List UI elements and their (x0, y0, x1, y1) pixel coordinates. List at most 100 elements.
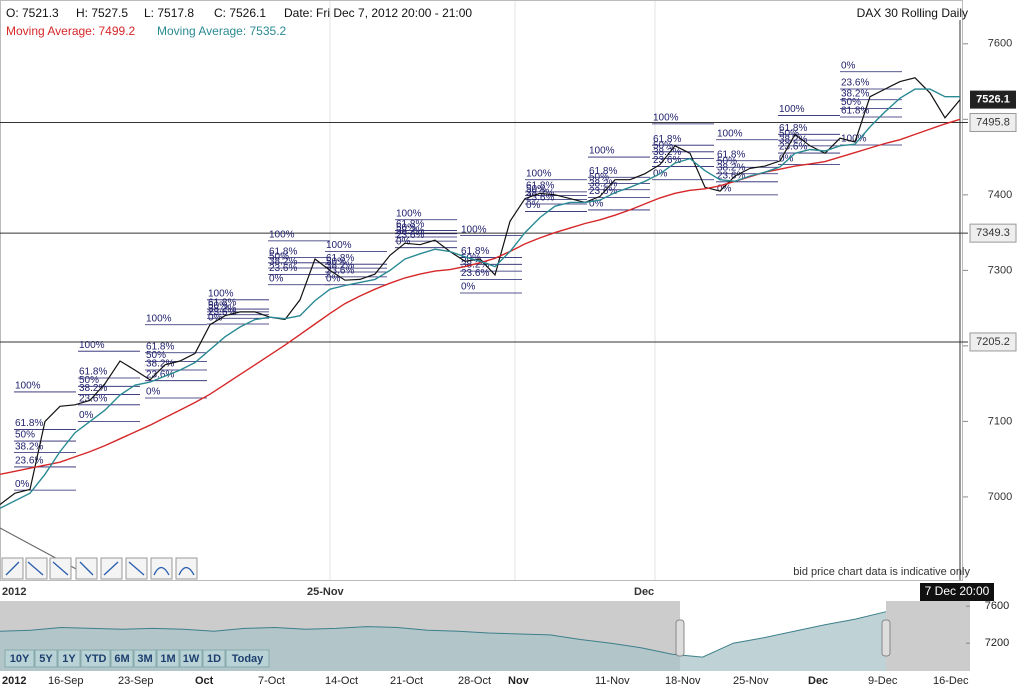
range-button-label[interactable]: 3M (137, 653, 152, 665)
range-button-label[interactable]: Today (232, 653, 264, 665)
level-label: 7205.2 (976, 336, 1010, 348)
price-line (0, 77, 961, 505)
range-button[interactable] (110, 649, 134, 668)
fib-label: 61.8% (269, 246, 297, 257)
fib-label: 23.6% (79, 393, 107, 404)
range-button-label[interactable]: 10Y (10, 653, 30, 665)
date: Date: Fri Dec 7, 2012 20:00 - 21:00 (284, 6, 472, 20)
fib-label: 50% (269, 251, 289, 262)
navigator-x-label: 25-Nov (733, 675, 769, 687)
tool-button[interactable] (25, 557, 48, 580)
range-button[interactable] (80, 649, 111, 668)
y-tick-label: 7000 (988, 491, 1012, 503)
range-button-label[interactable]: 1Y (62, 653, 76, 665)
fib-label: 100% (653, 112, 679, 123)
level-tag (969, 223, 1017, 243)
fib-label: 50% (79, 375, 99, 386)
range-button[interactable] (34, 649, 58, 668)
cursor-time-tag (920, 583, 994, 601)
navigator-y-label: 7200 (985, 637, 1009, 649)
fib-label: 23.6% (779, 142, 807, 153)
x-tick-label: 25-Nov (307, 586, 345, 598)
navigator-handle[interactable] (881, 619, 891, 657)
fib-label: 50% (396, 222, 416, 233)
range-button[interactable] (179, 649, 203, 668)
legend-ma-slow: Moving Average: 7499.2 (6, 24, 136, 38)
fib-label: 100% (461, 224, 487, 235)
moving-average-line (0, 88, 960, 509)
fib-label: 61.8% (717, 149, 745, 160)
fib-label: 23.6% (269, 263, 297, 274)
fib-label: 50% (15, 430, 35, 441)
fib-label: 61.8% (461, 246, 489, 257)
navigator-x-label: 21-Oct (390, 675, 423, 687)
fib-label: 23.6% (461, 268, 489, 279)
fib-label: 38.2% (79, 383, 107, 394)
fib-label: 23.6% (208, 307, 236, 318)
fib-label: 100% (79, 340, 105, 351)
fib-label: 61.8% (79, 367, 107, 378)
plot-area (0, 0, 963, 581)
range-button[interactable] (202, 649, 226, 668)
instrument: DAX 30 Rolling Daily (857, 6, 968, 20)
range-button[interactable] (225, 649, 270, 668)
range-button[interactable] (156, 649, 180, 668)
navigator-x-label: 16-Sep (48, 675, 83, 687)
level-label: 7495.8 (976, 116, 1010, 128)
fib-label: 23.6% (15, 456, 43, 467)
range-button[interactable] (57, 649, 81, 668)
navigator-x-label: 7-Oct (258, 675, 285, 687)
fib-label: 38.2% (841, 88, 869, 99)
range-button-label[interactable]: 1M (160, 653, 175, 665)
fib-label: 38.2% (146, 359, 174, 370)
fib-label: 23.6% (589, 186, 617, 197)
current-price-label: 7526.1 (976, 94, 1010, 106)
fib-label: 0% (841, 60, 856, 71)
navigator-x-label: 9-Dec (868, 675, 898, 687)
fib-label: 0% (326, 273, 341, 284)
range-button-label[interactable]: 6M (114, 653, 129, 665)
x-tick-label: Dec (634, 586, 654, 598)
fib-label: 0% (15, 479, 30, 490)
range-button-label[interactable]: 1W (183, 653, 200, 665)
fib-label: 23.6% (326, 266, 354, 277)
range-button-label[interactable]: 5Y (39, 653, 53, 665)
range-button-label[interactable]: YTD (85, 653, 107, 665)
range-button[interactable] (133, 649, 157, 668)
navigator-x-label: Dec (808, 675, 828, 687)
drawing-toolbar (1, 557, 198, 580)
fib-label: 23.6% (841, 78, 869, 89)
fib-label: 100% (208, 288, 234, 299)
fib-label: 50% (841, 97, 861, 108)
tool-icons (5, 561, 195, 576)
navigator-x-label: 2012 (2, 675, 26, 687)
navigator-axis-band (0, 671, 1024, 691)
fib-label: 50% (146, 350, 166, 361)
navigator-x-label: 28-Oct (458, 675, 491, 687)
y-tick-label: 7400 (988, 189, 1012, 201)
cursor-time: 7 Dec 20:00 (925, 584, 990, 598)
plot-layer: 100%61.8%50%38.2%23.6%0%100%61.8%50%38.2… (0, 60, 968, 509)
range-button-label[interactable]: 1D (207, 653, 221, 665)
fib-label: 0% (461, 282, 476, 293)
disclaimer: bid price chart data is indicative only (793, 566, 970, 578)
fib-label: 38.2% (15, 441, 43, 452)
fib-label: 38.2% (208, 303, 236, 314)
fib-label: 38.2% (326, 261, 354, 272)
fib-label: 61.8% (146, 341, 174, 352)
tool-button[interactable] (150, 557, 173, 580)
fib-label: 50% (208, 301, 228, 312)
fib-label: 61.8% (589, 166, 617, 177)
navigator-handle[interactable] (675, 619, 685, 657)
fib-label: 0% (208, 313, 223, 324)
fib-label: 100% (841, 134, 867, 145)
fib-label: 50% (653, 140, 673, 151)
open: O: 7521.3 (6, 6, 59, 20)
fib-label: 50% (526, 184, 546, 195)
tool-button[interactable] (175, 557, 198, 580)
fib-label: 0% (269, 273, 284, 284)
range-button[interactable] (4, 649, 35, 668)
navigator-x-label: 23-Sep (118, 675, 153, 687)
fib-label: 100% (15, 381, 41, 392)
